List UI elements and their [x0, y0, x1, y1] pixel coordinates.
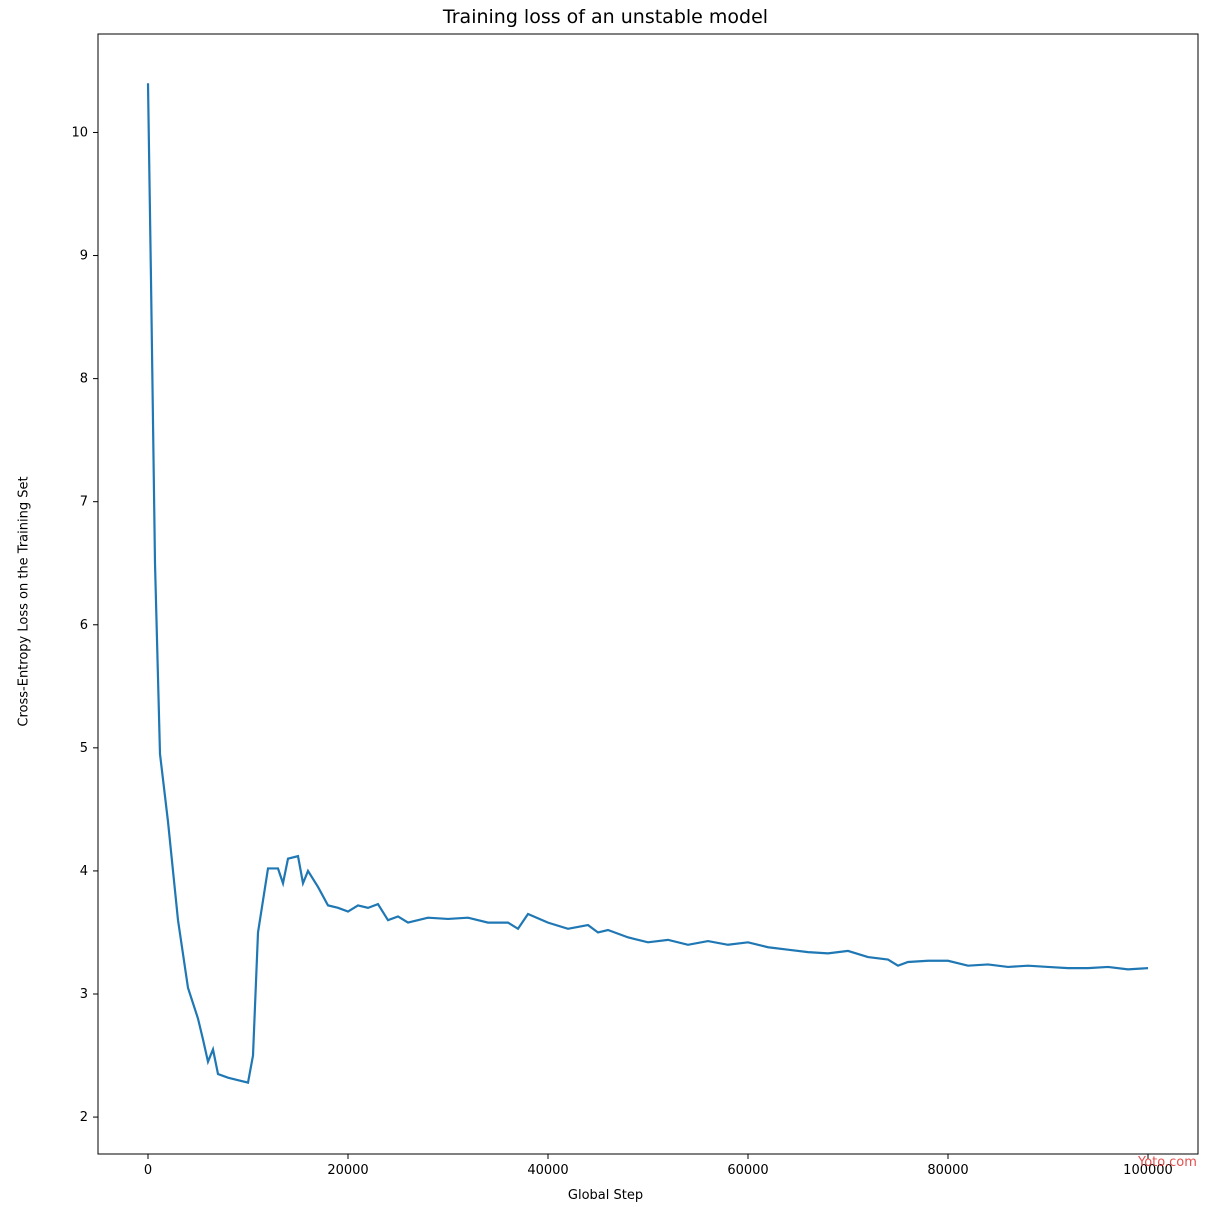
x-tick-label: 60000 [727, 1163, 768, 1178]
loss-line [148, 83, 1148, 1082]
y-tick-label: 5 [80, 741, 88, 756]
y-tick-label: 10 [71, 125, 88, 140]
x-tick-label: 20000 [327, 1163, 368, 1178]
y-tick-label: 4 [80, 864, 88, 879]
y-tick-label: 7 [80, 495, 88, 510]
x-tick-label: 40000 [527, 1163, 568, 1178]
y-tick-label: 2 [80, 1110, 88, 1125]
y-tick-label: 6 [80, 618, 88, 633]
y-tick-label: 3 [80, 987, 88, 1002]
plot-svg: 0200004000060000800001000002345678910 [0, 0, 1211, 1207]
x-axis-label: Global Step [0, 1188, 1211, 1201]
watermark-text: Yoto.com [1138, 1155, 1197, 1170]
y-axis-label: Cross-Entropy Loss on the Training Set [17, 476, 32, 726]
y-tick-label: 9 [80, 249, 88, 264]
axes-frame [98, 34, 1198, 1154]
x-tick-label: 80000 [927, 1163, 968, 1178]
x-tick-label: 0 [144, 1163, 152, 1178]
figure: Training loss of an unstable model 02000… [0, 0, 1211, 1207]
y-tick-label: 8 [80, 372, 88, 387]
